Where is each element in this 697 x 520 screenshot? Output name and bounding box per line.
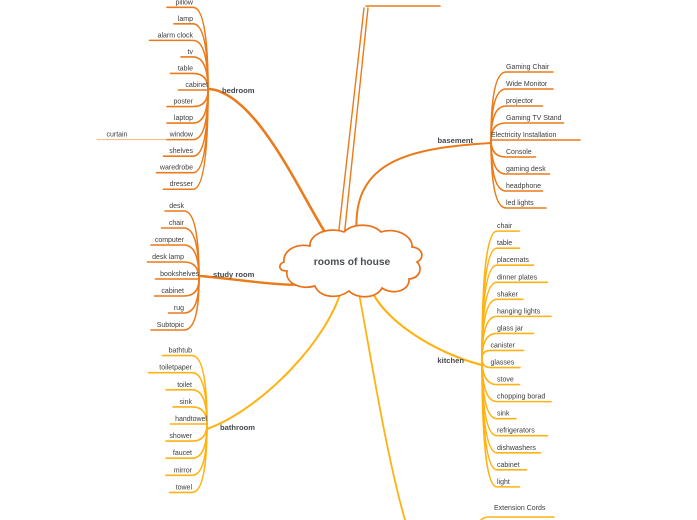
- svg-text:projector: projector: [506, 98, 534, 105]
- svg-text:table: table: [497, 240, 512, 247]
- svg-text:pillow: pillow: [175, 0, 193, 6]
- svg-text:shower: shower: [169, 433, 192, 440]
- svg-text:lamp: lamp: [178, 16, 193, 23]
- svg-text:Console: Console: [506, 149, 532, 156]
- svg-text:alarm clock: alarm clock: [158, 32, 194, 39]
- svg-text:Extension Cords: Extension Cords: [494, 505, 546, 512]
- svg-text:towel: towel: [176, 484, 193, 491]
- svg-text:mirror: mirror: [174, 467, 193, 474]
- svg-text:waredrobe: waredrobe: [159, 165, 193, 172]
- svg-text:hanging lights: hanging lights: [497, 308, 541, 315]
- svg-text:glasses: glasses: [491, 360, 515, 367]
- svg-text:kitchen: kitchen: [437, 356, 464, 365]
- svg-text:toilet: toilet: [177, 382, 192, 389]
- svg-text:cabinet: cabinet: [161, 288, 184, 295]
- svg-text:study room: study room: [213, 270, 255, 279]
- svg-text:light: light: [497, 479, 510, 486]
- svg-text:chopping borad: chopping borad: [497, 394, 545, 401]
- svg-text:bathroom: bathroom: [220, 423, 255, 432]
- svg-text:bedroom: bedroom: [222, 86, 255, 95]
- svg-text:sink: sink: [180, 399, 193, 406]
- svg-text:dresser: dresser: [170, 181, 194, 188]
- svg-text:cabinet: cabinet: [497, 462, 520, 469]
- svg-text:poster: poster: [174, 99, 194, 106]
- svg-text:led lights: led lights: [506, 200, 534, 207]
- svg-text:window: window: [169, 132, 194, 139]
- svg-text:canister: canister: [491, 343, 516, 350]
- svg-text:shelves: shelves: [169, 148, 193, 155]
- svg-text:gaming desk: gaming desk: [506, 166, 546, 173]
- svg-text:Electricity Installation: Electricity Installation: [491, 132, 556, 139]
- svg-text:Wide Monitor: Wide Monitor: [506, 81, 548, 88]
- svg-text:refrigerators: refrigerators: [497, 428, 535, 435]
- svg-text:glass jar: glass jar: [497, 325, 524, 332]
- svg-text:handtowel: handtowel: [175, 416, 207, 423]
- svg-text:bathtub: bathtub: [169, 348, 192, 355]
- svg-text:rug: rug: [174, 305, 184, 312]
- svg-text:shaker: shaker: [497, 291, 519, 298]
- svg-text:rooms of house: rooms of house: [314, 257, 391, 268]
- svg-text:dinner plates: dinner plates: [497, 274, 538, 281]
- svg-text:tv: tv: [188, 49, 194, 56]
- svg-text:stove: stove: [497, 377, 514, 384]
- svg-text:faucet: faucet: [173, 450, 192, 457]
- svg-text:desk lamp: desk lamp: [152, 254, 184, 261]
- svg-text:laptop: laptop: [174, 115, 193, 122]
- svg-text:computer: computer: [155, 237, 185, 244]
- svg-text:dishwashers: dishwashers: [497, 445, 536, 452]
- svg-text:curtain: curtain: [106, 132, 127, 139]
- svg-text:headphone: headphone: [506, 183, 541, 190]
- svg-text:desk: desk: [169, 203, 184, 210]
- svg-text:placemats: placemats: [497, 257, 529, 264]
- svg-text:toiletpaper: toiletpaper: [159, 365, 192, 372]
- svg-text:bookshelves: bookshelves: [160, 271, 199, 278]
- svg-text:Gaming Chair: Gaming Chair: [506, 64, 550, 71]
- svg-text:table: table: [178, 66, 193, 73]
- svg-text:chair: chair: [497, 223, 513, 230]
- svg-text:cabinet: cabinet: [185, 82, 208, 89]
- svg-text:Subtopic: Subtopic: [157, 322, 185, 329]
- svg-text:sink: sink: [497, 411, 510, 418]
- svg-text:chair: chair: [169, 220, 185, 227]
- svg-text:basement: basement: [438, 136, 474, 145]
- svg-text:Gaming TV Stand: Gaming TV Stand: [506, 115, 562, 122]
